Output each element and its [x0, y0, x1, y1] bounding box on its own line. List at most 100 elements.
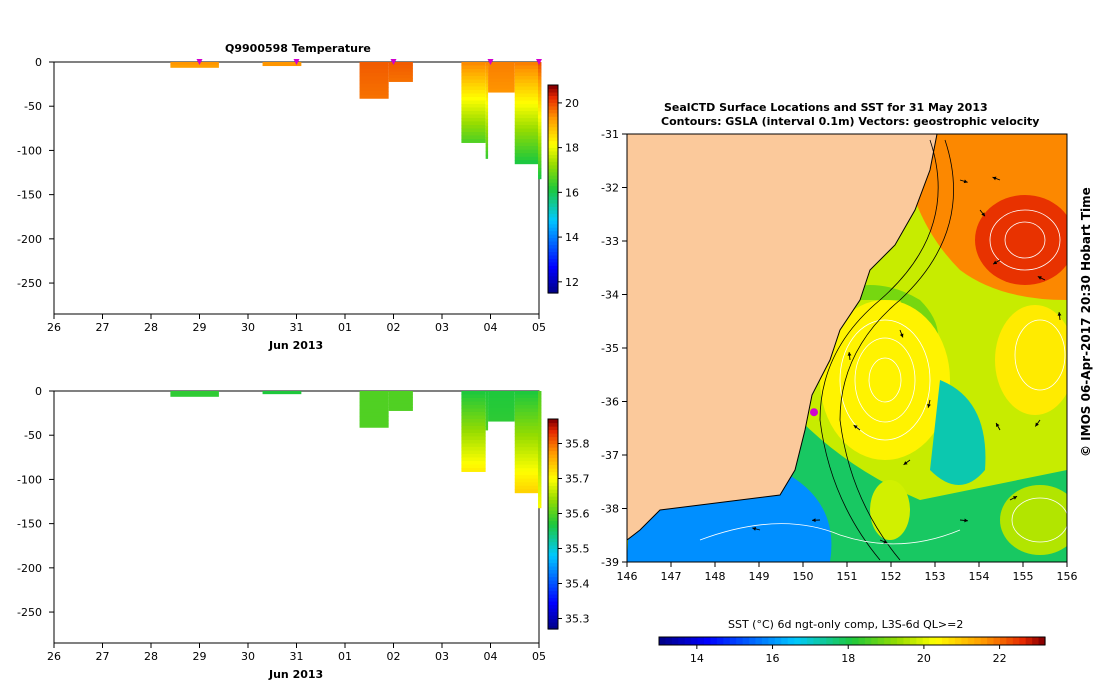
map-colorbar-segment [877, 637, 885, 645]
map-y-tick-label: -36 [601, 396, 619, 409]
temp-profile-cell [514, 156, 539, 161]
sal-profile-cell [538, 465, 542, 470]
temp-profile-cell [514, 118, 539, 123]
sst-warm-eddy [820, 300, 950, 460]
temp-profile-cell [485, 126, 489, 131]
sst-yellow-band [820, 285, 938, 360]
sst-green-patch [930, 380, 986, 485]
map-colorbar-segment [871, 637, 879, 645]
map-colorbar-segment [999, 637, 1007, 645]
sal-colorbar-tick-label: 35.5 [565, 543, 590, 556]
map-colorbar-segment [935, 637, 943, 645]
map-colorbar-segment [845, 637, 853, 645]
sal-colorbar-tick-label: 35.8 [565, 438, 590, 451]
temp-x-tick-label: 31 [290, 321, 304, 334]
temp-profile-cell [514, 86, 539, 91]
temp-profile-cell [485, 115, 489, 120]
temp-profile-cell [514, 114, 539, 119]
map-y-tick-label: -38 [601, 503, 619, 516]
temp-profile-cell [514, 142, 539, 147]
temp-colorbar-segment [548, 102, 558, 107]
sal-profile-cell [514, 454, 539, 459]
map-colorbar-segment [678, 637, 686, 645]
sal-profile-cell [359, 416, 389, 421]
map-colorbar-segment [852, 637, 860, 645]
temp-profile-cell [514, 125, 539, 130]
sal-profile-cell [485, 415, 489, 420]
sal-x-tick-label: 04 [484, 650, 498, 663]
temp-colorbar-segment [548, 133, 558, 138]
velocity-arrowhead [996, 423, 1000, 428]
temp-colorbar-segment [548, 230, 558, 235]
sal-profile-cell [538, 401, 542, 406]
map-x-tick-label: 148 [705, 570, 726, 583]
temp-colorbar-segment [548, 241, 558, 246]
sal-x-tick-label: 27 [96, 650, 110, 663]
sal-colorbar-segment [548, 482, 558, 487]
temp-colorbar-segment [548, 91, 558, 96]
sal-profile-cell [388, 400, 413, 405]
sal-profile-cell [514, 468, 539, 473]
temp-colorbar-segment [548, 126, 558, 131]
map-y-tick-label: -39 [601, 556, 619, 569]
sal-profile-cell [461, 394, 486, 399]
gsla-contour [854, 337, 916, 423]
sal-y-tick-label: -150 [17, 518, 42, 531]
sal-profile-cell [488, 411, 515, 415]
sal-profile-cell [359, 405, 389, 410]
sal-profile-cell [538, 426, 542, 431]
sal-profile-cell [514, 489, 539, 494]
sal-profile-cell [538, 497, 542, 502]
temp-profile-marker [390, 59, 397, 65]
velocity-arrowhead [992, 176, 997, 181]
temp-colorbar-segment [548, 161, 558, 166]
map-y-tick-label: -35 [601, 342, 619, 355]
temp-profile-cell [359, 83, 389, 88]
temperature-chart-title: Q9900598 Temperature [225, 42, 371, 55]
sal-profile-cell [514, 440, 539, 445]
sal-colorbar-segment [548, 534, 558, 539]
temp-profile-cell [538, 161, 542, 166]
sal-profile-cell [461, 443, 486, 448]
map-x-tick-label: 147 [661, 570, 682, 583]
temp-profile-cell [488, 72, 515, 76]
temp-colorbar-segment [548, 119, 558, 124]
temp-profile-cell [485, 151, 489, 156]
temp-colorbar-segment [548, 261, 558, 266]
sal-colorbar-segment [548, 552, 558, 557]
map-y-tick-label: -31 [601, 128, 619, 141]
velocity-arrowhead [853, 425, 858, 429]
sal-x-tick-label: 01 [338, 650, 352, 663]
temp-profile-cell [488, 82, 515, 86]
sal-profile-cell [538, 391, 542, 396]
temp-profile-cell [359, 72, 389, 78]
map-colorbar-segment [723, 637, 731, 645]
sal-profile-cell [514, 447, 539, 452]
temp-profile-cell [485, 65, 489, 70]
sal-profile-cell [538, 412, 542, 417]
temp-profile-cell [461, 68, 486, 73]
temp-colorbar-segment [548, 168, 558, 173]
sal-colorbar-segment [548, 538, 558, 543]
sal-profile-cell [461, 418, 486, 423]
temp-profile-cell [485, 119, 489, 124]
sal-colorbar-segment [548, 597, 558, 602]
temp-profile-cell [514, 153, 539, 158]
sal-profile-cell [488, 414, 515, 419]
map-colorbar-segment [1038, 637, 1046, 645]
temp-profile-cell [485, 90, 489, 95]
temp-profile-cell [485, 97, 489, 102]
sal-profile-cell [538, 408, 542, 413]
temp-profile-cell [538, 86, 542, 91]
map-colorbar-frame [658, 636, 1046, 646]
map-x-tick-label: 153 [925, 570, 946, 583]
sal-profile-cell [538, 472, 542, 477]
temp-colorbar-segment [548, 105, 558, 110]
temp-colorbar-segment [548, 123, 558, 128]
temp-profile [514, 62, 539, 165]
map-colorbar-segment [909, 637, 917, 645]
map-colorbar-segment [761, 637, 769, 645]
velocity-arrowhead [927, 403, 931, 408]
sal-colorbar-segment [548, 436, 558, 441]
temp-profile-cell [461, 62, 486, 66]
